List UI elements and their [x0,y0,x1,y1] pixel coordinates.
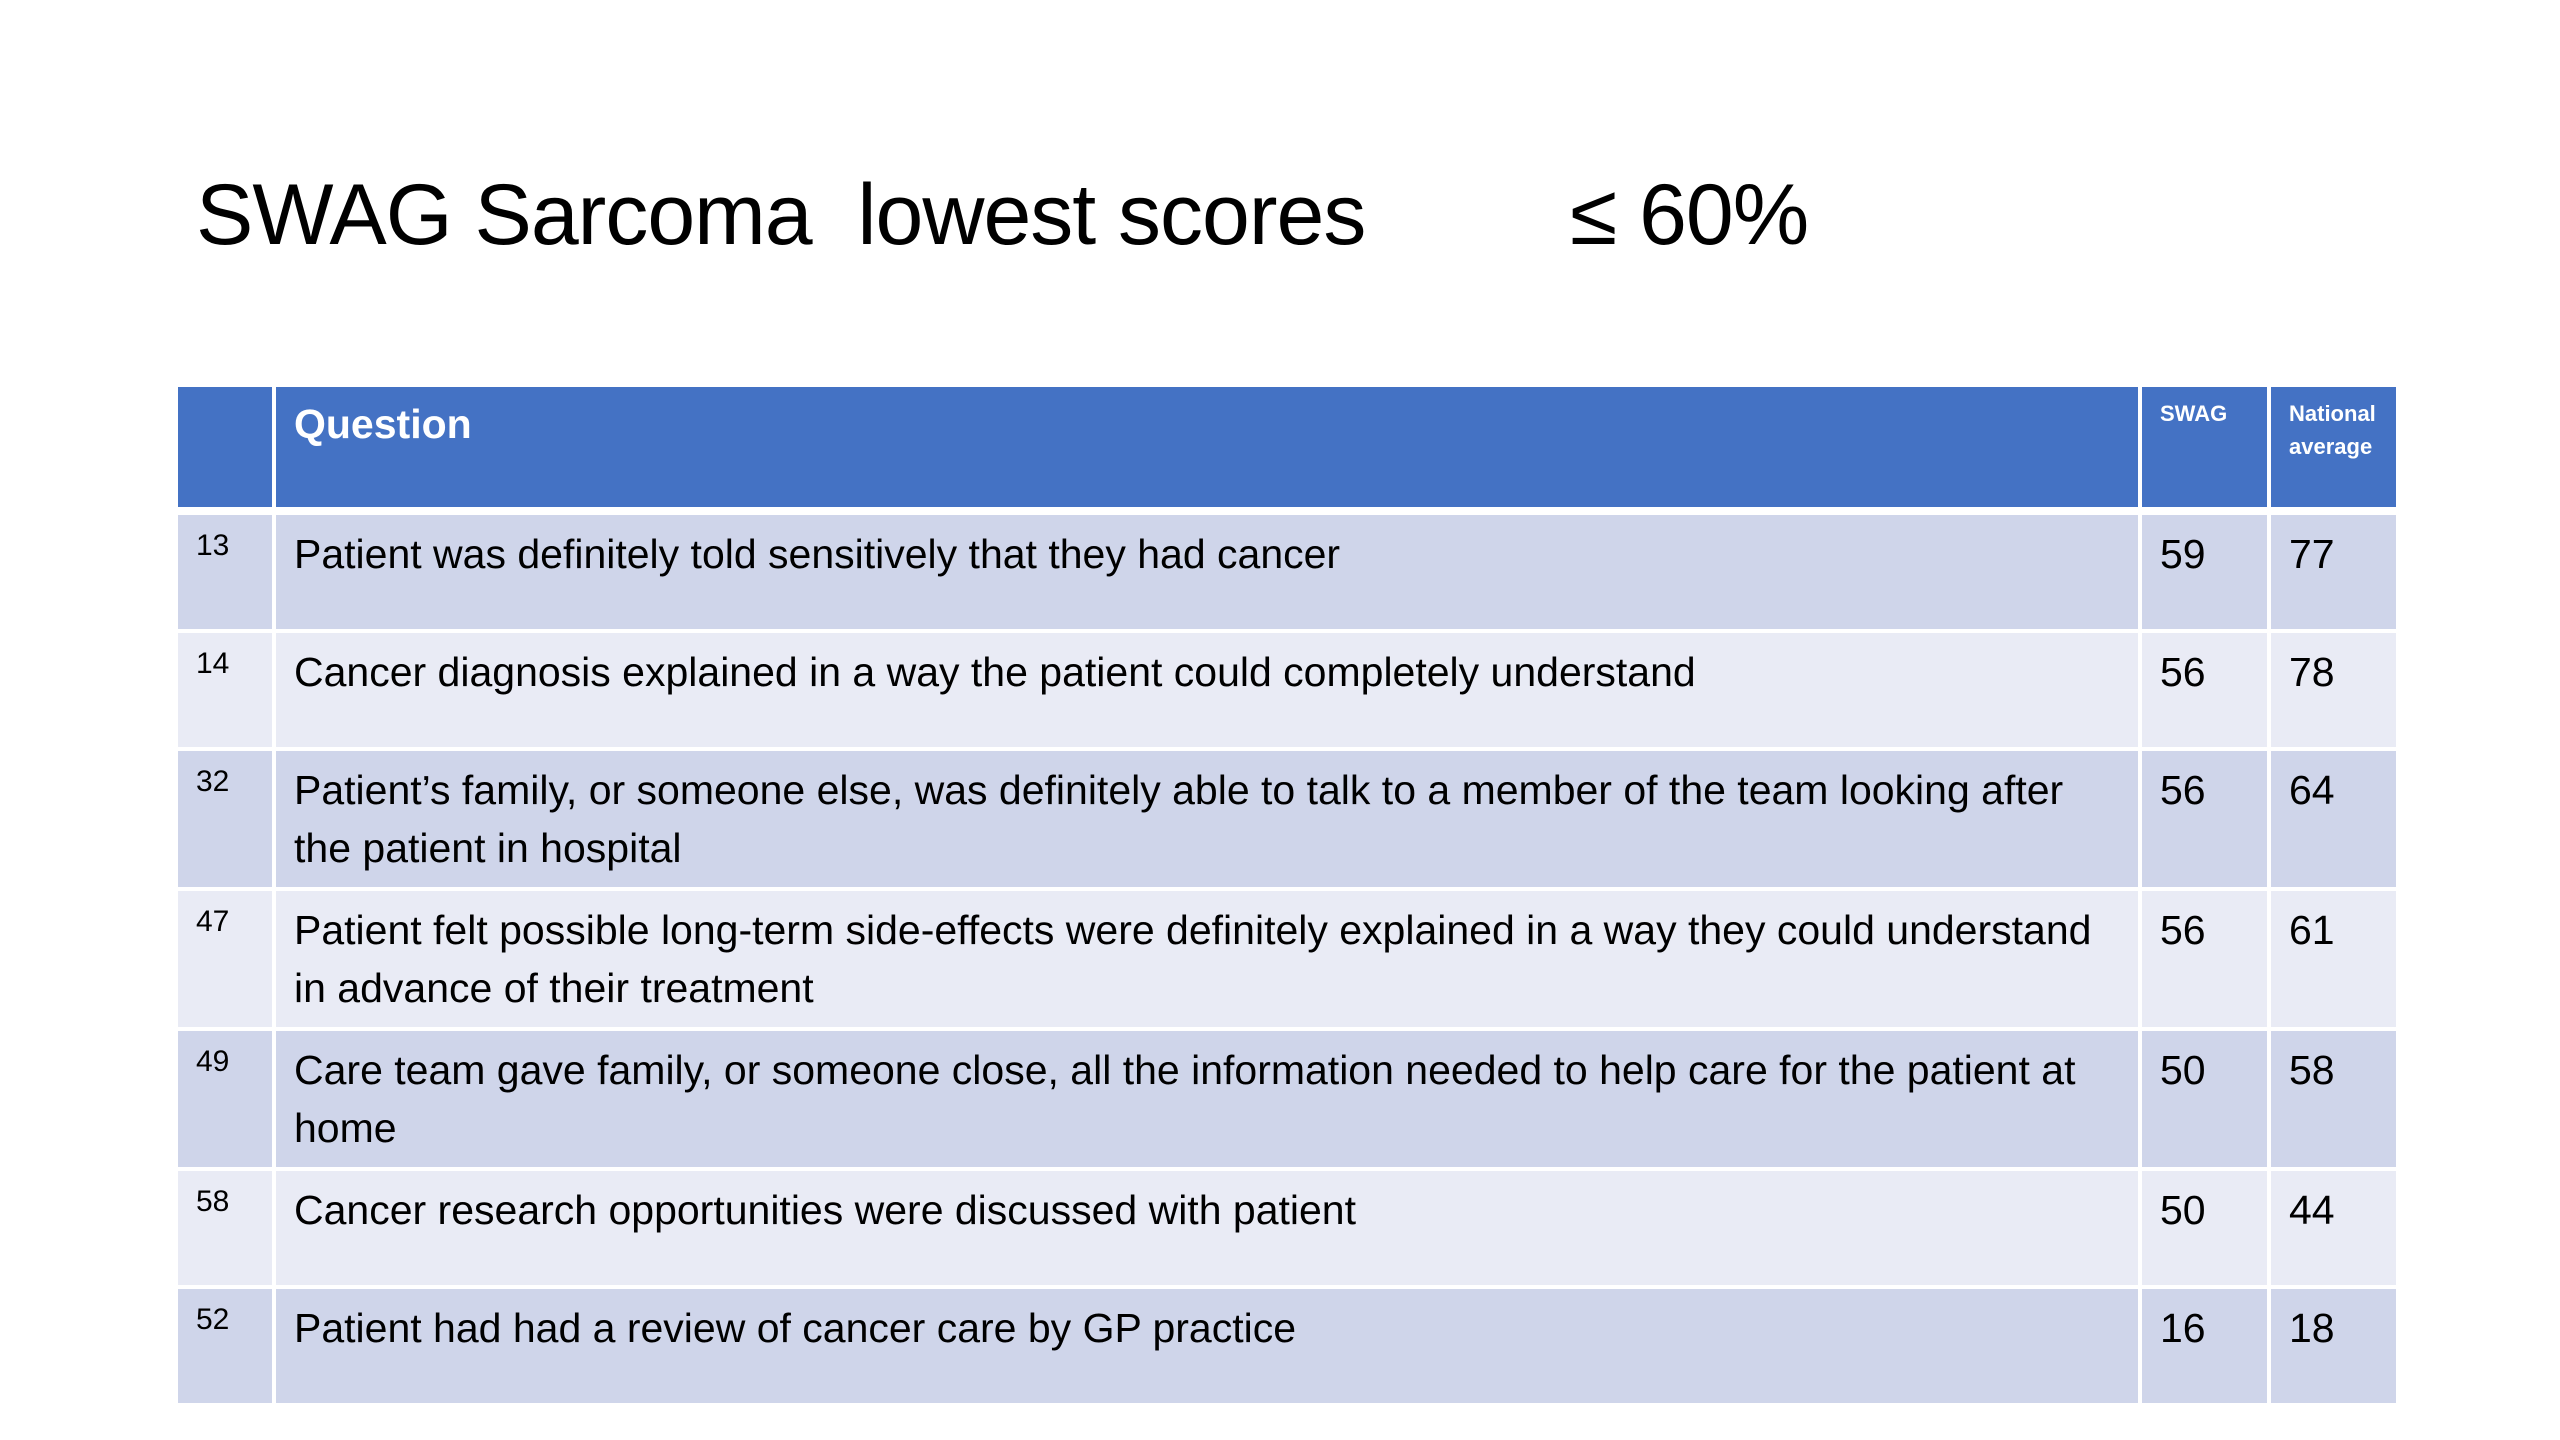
national-value: 61 [2289,907,2335,953]
question-cell: Cancer diagnosis explained in a way the … [276,633,2142,751]
swag-value: 16 [2160,1305,2206,1351]
question-text: Patient felt possible long-term side-eff… [294,907,2092,1011]
swag-value: 56 [2160,649,2206,695]
table-row: 49 Care team gave family, or someone clo… [178,1031,2396,1171]
slide-title: SWAG Sarcoma lowest scores ≤ 60% [196,160,1809,270]
row-number-cell: 49 [178,1031,276,1171]
national-cell: 61 [2271,891,2396,1031]
national-value: 58 [2289,1047,2335,1093]
question-cell: Patient’s family, or someone else, was d… [276,751,2142,891]
national-cell: 78 [2271,633,2396,751]
row-number: 32 [196,765,230,798]
question-cell: Patient had had a review of cancer care … [276,1289,2142,1407]
national-cell: 77 [2271,515,2396,633]
question-text: Cancer research opportunities were discu… [294,1187,1356,1233]
table-row: 13 Patient was definitely told sensitive… [178,515,2396,633]
row-number-cell: 32 [178,751,276,891]
national-value: 18 [2289,1305,2335,1351]
national-value: 64 [2289,767,2335,813]
question-text: Cancer diagnosis explained in a way the … [294,649,1696,695]
question-cell: Cancer research opportunities were discu… [276,1171,2142,1289]
threshold-text: ≤ 60% [1570,167,1809,263]
national-value: 78 [2289,649,2335,695]
row-number-cell: 47 [178,891,276,1031]
row-number: 14 [196,647,230,680]
swag-value: 50 [2160,1187,2206,1233]
question-text: Care team gave family, or someone close,… [294,1047,2076,1151]
question-text: Patient had had a review of cancer care … [294,1305,1297,1351]
swag-cell: 56 [2142,633,2271,751]
header-swag: SWAG [2142,387,2271,515]
swag-value: 56 [2160,767,2206,813]
header-num [178,387,276,515]
national-value: 44 [2289,1187,2335,1233]
header-national: National average [2271,387,2396,515]
table-row: 52 Patient had had a review of cancer ca… [178,1289,2396,1407]
national-cell: 58 [2271,1031,2396,1171]
question-cell: Patient felt possible long-term side-eff… [276,891,2142,1031]
header-question: Question [276,387,2142,515]
swag-cell: 16 [2142,1289,2271,1407]
row-number: 52 [196,1303,230,1336]
swag-value: 56 [2160,907,2206,953]
row-number: 13 [196,529,230,562]
question-text: Patient was definitely told sensitively … [294,531,1341,577]
question-cell: Patient was definitely told sensitively … [276,515,2142,633]
header-swag-label: SWAG [2160,401,2228,426]
row-number: 47 [196,905,230,938]
scores-table: Question SWAG National average 13 Patien… [178,387,2396,1407]
table-row: 47 Patient felt possible long-term side-… [178,891,2396,1031]
swag-cell: 56 [2142,891,2271,1031]
table-row: 14 Cancer diagnosis explained in a way t… [178,633,2396,751]
row-number-cell: 58 [178,1171,276,1289]
header-question-label: Question [294,401,472,447]
table-header-row: Question SWAG National average [178,387,2396,515]
swag-cell: 59 [2142,515,2271,633]
row-number-cell: 13 [178,515,276,633]
swag-cell: 56 [2142,751,2271,891]
question-text: Patient’s family, or someone else, was d… [294,767,2064,871]
question-cell: Care team gave family, or someone close,… [276,1031,2142,1171]
table-row: 58 Cancer research opportunities were di… [178,1171,2396,1289]
swag-cell: 50 [2142,1031,2271,1171]
national-cell: 44 [2271,1171,2396,1289]
swag-value: 59 [2160,531,2206,577]
national-value: 77 [2289,531,2335,577]
title-text: SWAG Sarcoma lowest scores [196,167,1366,263]
row-number-cell: 14 [178,633,276,751]
table-row: 32 Patient’s family, or someone else, wa… [178,751,2396,891]
national-cell: 18 [2271,1289,2396,1407]
swag-value: 50 [2160,1047,2206,1093]
row-number-cell: 52 [178,1289,276,1407]
row-number: 58 [196,1185,230,1218]
row-number: 49 [196,1045,230,1078]
swag-cell: 50 [2142,1171,2271,1289]
header-national-label: National average [2289,401,2376,459]
national-cell: 64 [2271,751,2396,891]
